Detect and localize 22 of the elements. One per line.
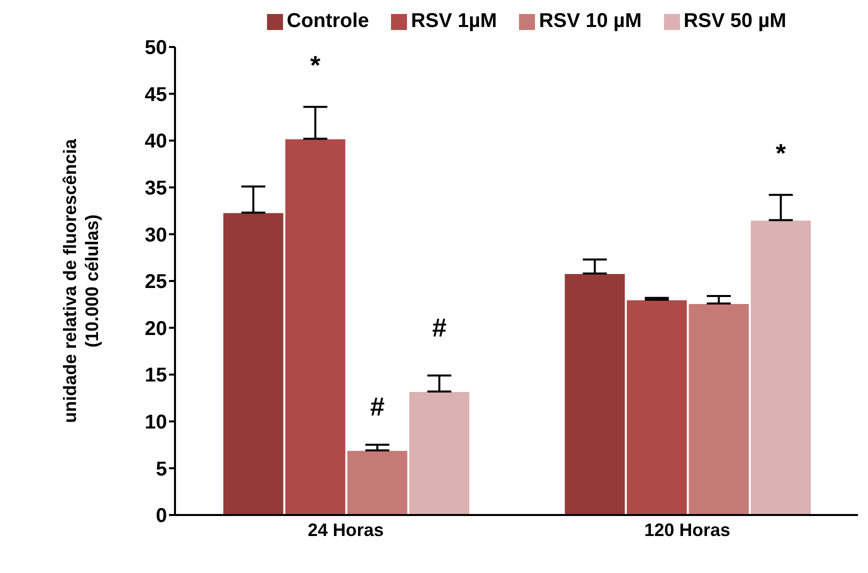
x-tick-label: 120 Horas [644, 520, 730, 540]
y-tick-label: 45 [144, 84, 167, 106]
annotation: * [776, 138, 787, 168]
y-tick-label: 50 [144, 37, 167, 60]
legend-label: RSV 10 µM [538, 10, 642, 33]
y-tick-label: 25 [144, 271, 167, 294]
legend-label: RSV 50 µM [684, 10, 786, 33]
y-axis-title: unidade relativa de fluorescência (10.000 células) [60, 138, 102, 424]
y-tick-label: 35 [144, 178, 167, 200]
y-tick-label: 10 [144, 412, 167, 434]
annotation: # [370, 392, 386, 422]
annotation: # [432, 312, 448, 342]
y-tick-label: 30 [144, 224, 167, 246]
x-tick-label: 24 Horas [308, 520, 384, 540]
y-tick-label: 5 [156, 458, 167, 480]
y-tick-label: 40 [144, 130, 167, 153]
legend-label: Controle [286, 10, 369, 33]
y-tick-label: 15 [144, 364, 167, 387]
y-tick-label: 0 [156, 505, 167, 528]
y-tick-label: 20 [144, 318, 167, 340]
legend-label: RSV 1µM [410, 10, 497, 33]
annotation: * [310, 50, 322, 80]
